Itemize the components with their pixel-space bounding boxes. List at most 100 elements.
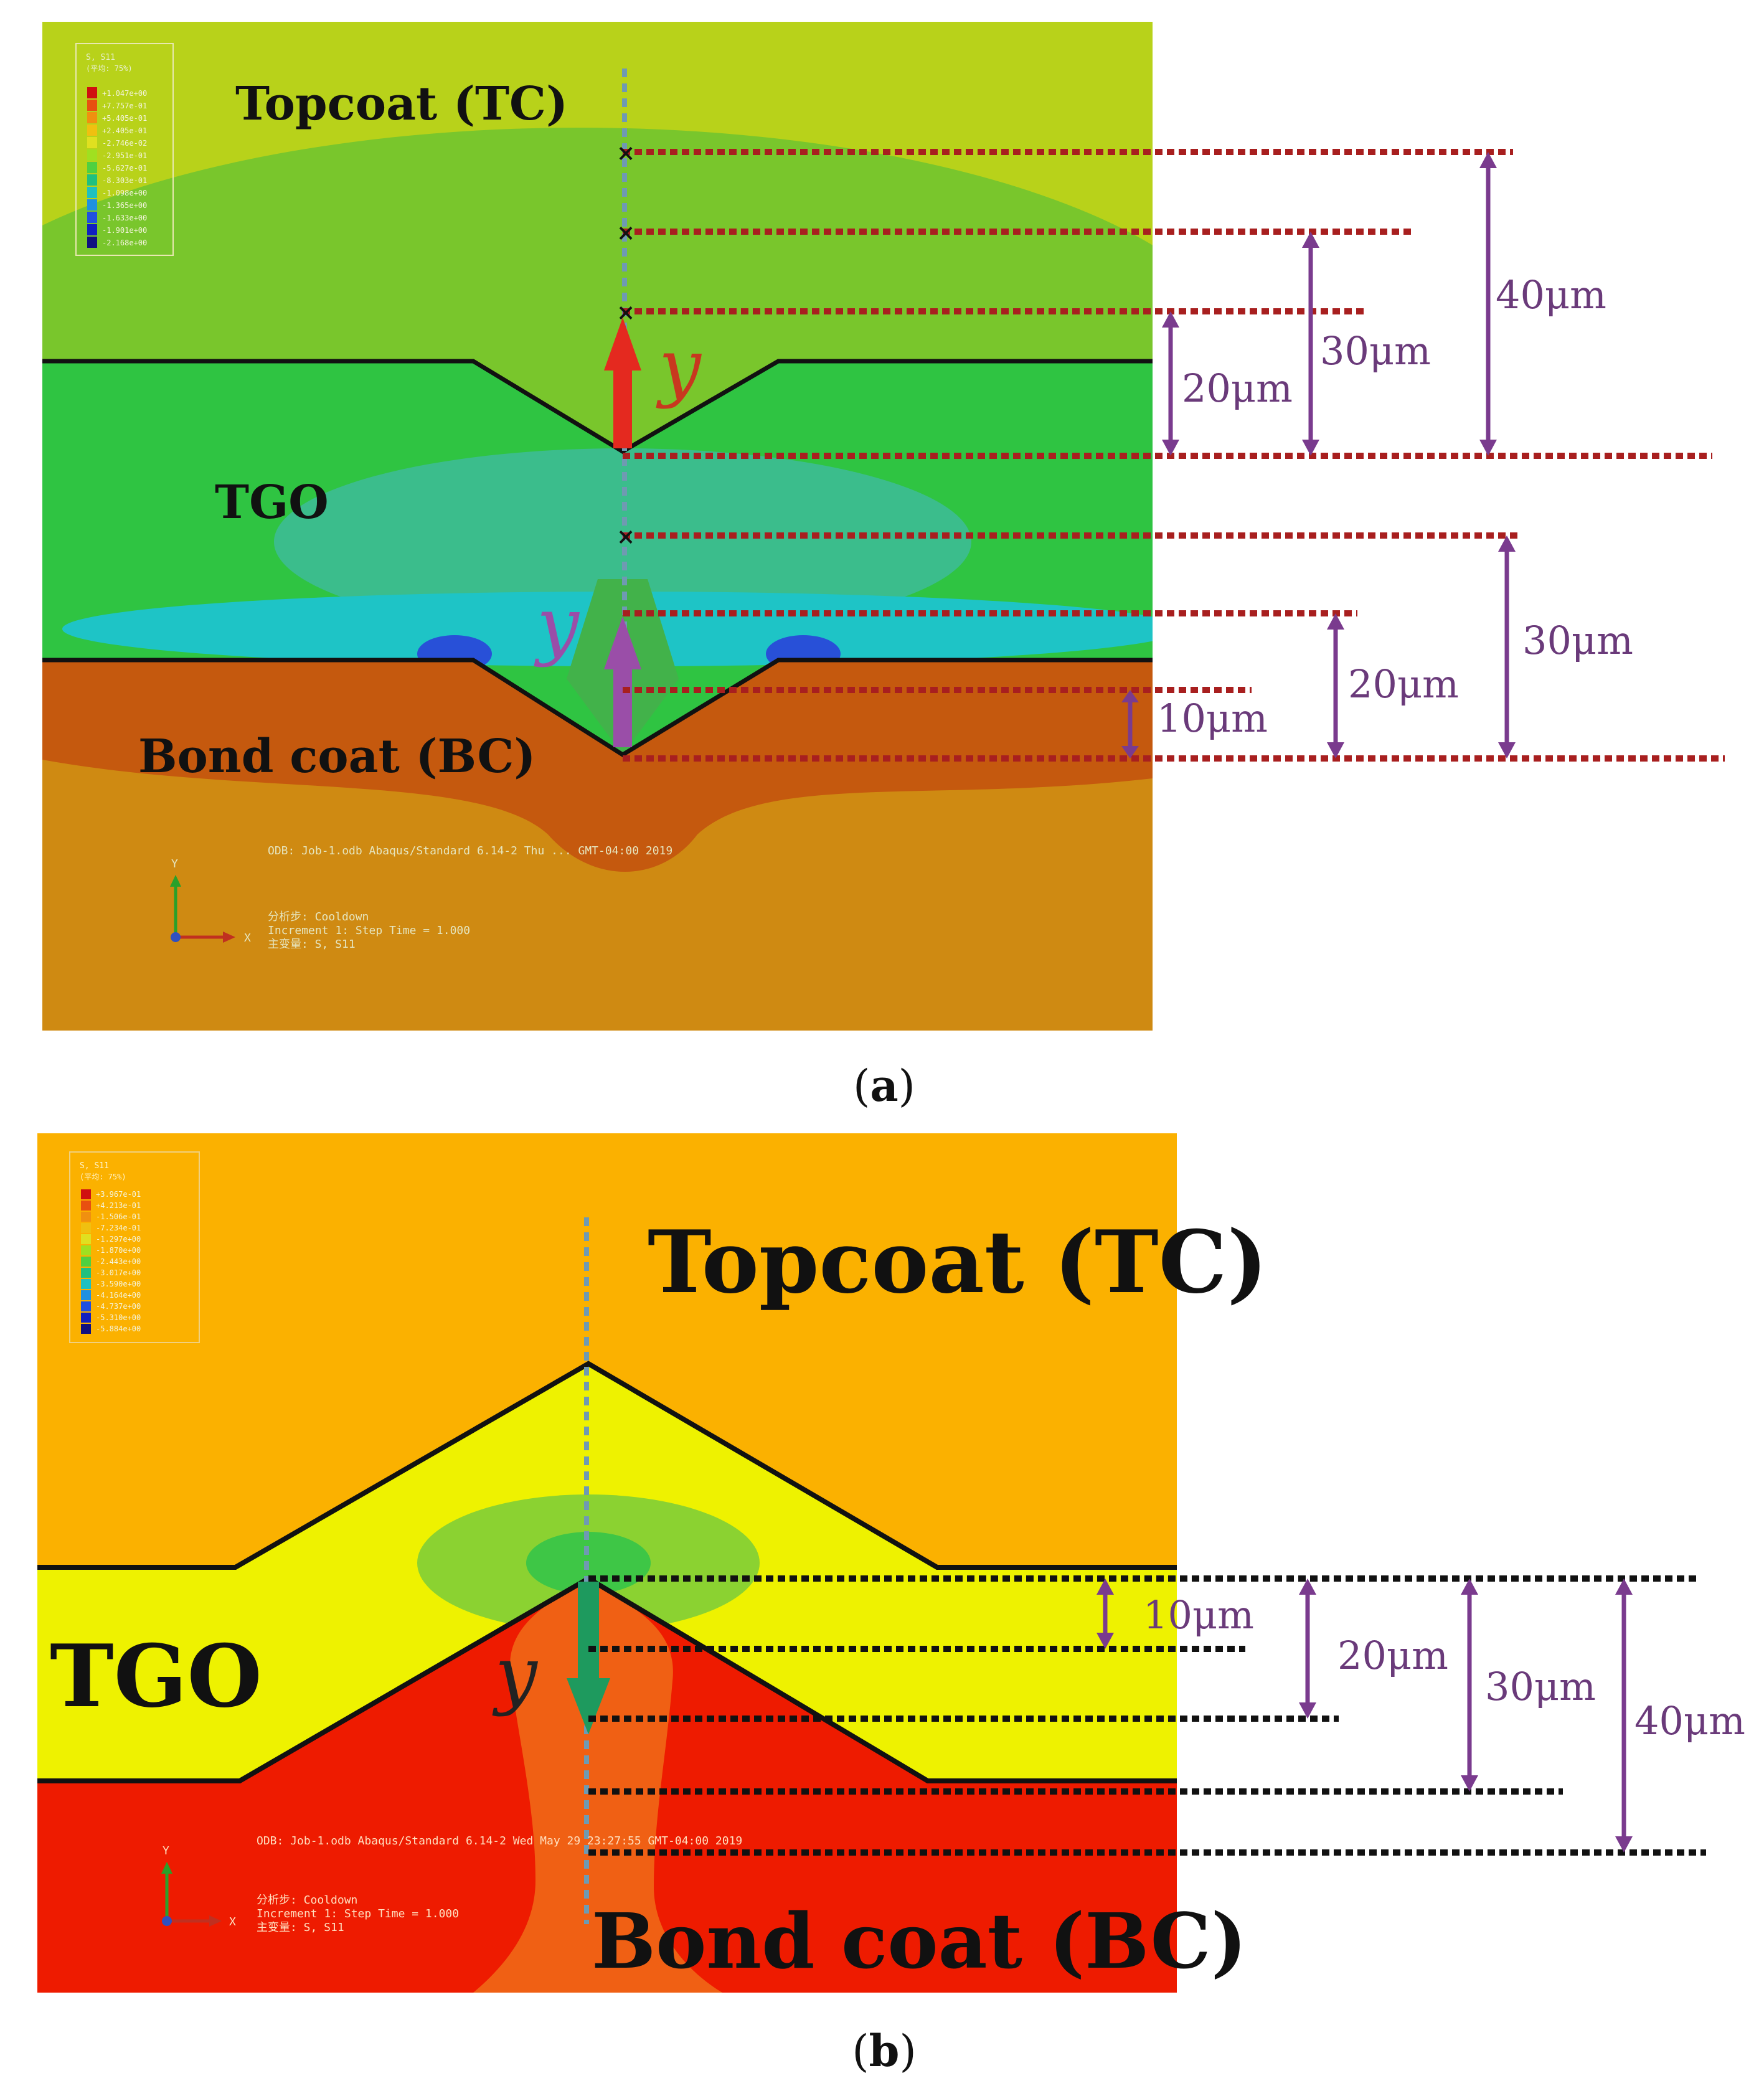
legend-swatch xyxy=(81,1201,91,1211)
legend-swatch xyxy=(81,1313,91,1323)
status-line-1-b: ODB: Job-1.odb Abaqus/Standard 6.14-2 We… xyxy=(257,1834,742,1848)
legend-sub-a: (平均: 75%) xyxy=(86,64,133,73)
status-line-3-b: Increment 1: Step Time = 1.000 xyxy=(257,1907,459,1920)
legend-value: -8.303e-01 xyxy=(102,176,147,185)
legend-title-b: S, S11 xyxy=(80,1161,109,1171)
legend-swatch xyxy=(81,1324,91,1334)
status-line-1-a: ODB: Job-1.odb Abaqus/Standard 6.14-2 Th… xyxy=(268,844,672,857)
legend-value: +7.757e-01 xyxy=(102,101,147,110)
status-line-2-b: 分析步: Cooldown xyxy=(257,1894,357,1907)
bondcoat-label-a: Bond coat (BC) xyxy=(138,730,535,783)
stress-band-a xyxy=(274,448,971,635)
legend-value: +1.047e+00 xyxy=(102,89,147,98)
svg-text:×: × xyxy=(616,524,635,550)
legend-swatch xyxy=(87,112,97,123)
legend-swatch xyxy=(81,1212,91,1222)
triad-x-b: X xyxy=(229,1915,236,1928)
legend-value: -5.627e-01 xyxy=(102,164,147,172)
panel-b: S, S11 (平均: 75%) +3.967e-01 +4.213e-01 -1.… xyxy=(37,1133,1745,2077)
legend-swatch xyxy=(81,1290,91,1300)
legend-swatch xyxy=(81,1223,91,1233)
tc-tgo-interface-b xyxy=(37,1361,1177,1570)
legend-value: -1.098e+00 xyxy=(102,189,147,197)
legend-swatch xyxy=(81,1245,91,1255)
legend-value: -2.951e-01 xyxy=(102,151,147,160)
legend-value: -2.168e+00 xyxy=(102,238,147,247)
tc-tgo-interface-a xyxy=(42,359,1153,455)
legend-value: -1.901e+00 xyxy=(102,226,147,235)
legend-value: +2.405e-01 xyxy=(102,126,147,135)
legend-value: -1.506e-01 xyxy=(96,1212,141,1221)
dim-label-40um-a: 40μm xyxy=(1496,272,1606,318)
axis-triad-b: Y X xyxy=(161,1844,236,1928)
dim-label-30um-lower-a: 30μm xyxy=(1522,618,1633,663)
status-line-3-a: Increment 1: Step Time = 1.000 xyxy=(268,924,470,937)
legend-title-a: S, S11 xyxy=(86,53,115,62)
legend-swatch xyxy=(87,162,97,173)
triad-x-a: X xyxy=(244,932,251,945)
dimension-arrows-upper-a xyxy=(1162,152,1497,456)
caption-a: (a) xyxy=(853,1060,915,1112)
dim-label-10um-b: 10μm xyxy=(1143,1592,1254,1638)
legend-swatch xyxy=(81,1279,91,1289)
topcoat-label-b: Topcoat (TC) xyxy=(648,1211,1268,1313)
legend-value: -2.443e+00 xyxy=(96,1257,141,1266)
guide-lines-lower-a xyxy=(623,532,1725,762)
legend-value: -1.633e+00 xyxy=(102,214,147,222)
svg-text:×: × xyxy=(616,220,635,246)
legend-value: -4.164e+00 xyxy=(96,1291,141,1300)
caption-b: (b) xyxy=(852,2025,917,2077)
status-line-4-a: 主变量: S, S11 xyxy=(268,938,356,951)
dim-label-20um-a: 20μm xyxy=(1182,366,1293,411)
legend-value: +3.967e-01 xyxy=(96,1190,141,1199)
dim-label-10um-a: 10μm xyxy=(1157,696,1268,741)
color-legend-b: S, S11 (平均: 75%) +3.967e-01 +4.213e-01 -1.… xyxy=(69,1151,200,1343)
legend-value: -3.590e+00 xyxy=(96,1280,141,1288)
legend-value: -7.234e-01 xyxy=(96,1224,141,1232)
triad-y-b: Y xyxy=(163,1844,169,1857)
topcoat-label-a: Topcoat (TC) xyxy=(235,77,568,131)
legend-value: -5.310e+00 xyxy=(96,1313,141,1322)
legend-swatch xyxy=(87,187,97,198)
tgo-bc-interface-a xyxy=(42,658,1153,758)
legend-value: -4.737e+00 xyxy=(96,1302,141,1311)
guide-lines-b xyxy=(588,1575,1706,1856)
legend-swatch xyxy=(87,212,97,223)
legend-swatch xyxy=(87,174,97,186)
legend-swatch xyxy=(87,149,97,161)
legend-swatch xyxy=(87,224,97,235)
dimension-arrows-b xyxy=(1097,1579,1633,1853)
legend-value: +4.213e-01 xyxy=(96,1201,141,1210)
legend-value: +5.405e-01 xyxy=(102,114,147,123)
color-legend-a: S, S11 (平均: 75%) +1.047e+00 +7.757e-01 +5.… xyxy=(75,43,174,256)
svg-text:×: × xyxy=(616,300,635,326)
legend-swatch xyxy=(87,87,97,98)
legend-swatch xyxy=(81,1257,91,1267)
legend-swatch xyxy=(81,1189,91,1199)
svg-text:×: × xyxy=(616,140,635,166)
legend-value: -1.870e+00 xyxy=(96,1246,141,1255)
legend-swatch xyxy=(81,1268,91,1278)
status-line-4-b: 主变量: S, S11 xyxy=(257,1921,344,1934)
dimension-arrows-lower-a xyxy=(1121,536,1516,758)
dim-label-40um-b: 40μm xyxy=(1634,1698,1745,1744)
bondcoat-label-b: Bond coat (BC) xyxy=(592,1896,1247,1986)
axis-label-top-a: y xyxy=(656,324,702,410)
legend-value: -3.017e+00 xyxy=(96,1268,141,1277)
dim-label-30um-a: 30μm xyxy=(1320,328,1431,374)
legend-value: -1.365e+00 xyxy=(102,201,147,210)
status-line-2-a: 分析步: Cooldown xyxy=(268,910,369,923)
legend-swatch xyxy=(87,237,97,248)
axis-triad-a: Y X xyxy=(170,857,251,945)
triad-y-a: Y xyxy=(171,857,178,871)
axis-label-bottom-a: y xyxy=(534,582,580,669)
dim-label-20um-lower-a: 20μm xyxy=(1348,661,1459,707)
legend-swatch xyxy=(81,1301,91,1311)
dim-label-30um-b: 30μm xyxy=(1485,1664,1596,1709)
legend-swatch xyxy=(81,1234,91,1244)
legend-swatch xyxy=(87,125,97,136)
legend-sub-b: (平均: 75%) xyxy=(80,1173,126,1181)
panel-a: S, S11 (平均: 75%) +1.047e+00 +7.757e-01 +5.… xyxy=(42,22,1725,1112)
legend-value: -5.884e+00 xyxy=(96,1324,141,1333)
